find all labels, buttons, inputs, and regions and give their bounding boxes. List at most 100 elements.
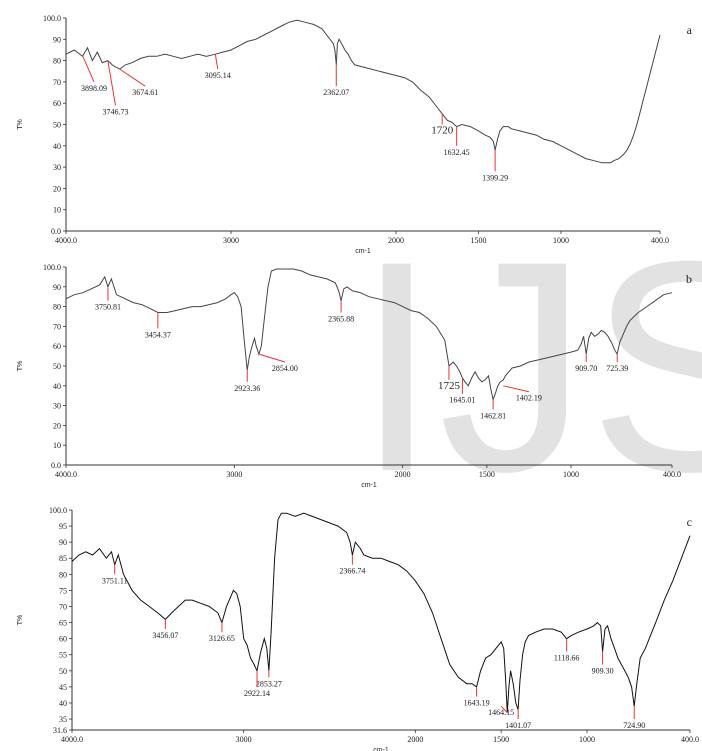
chart-c-peak-label: 1118.66 [554,654,579,663]
chart-a-y-tick-label: 20 [53,184,61,193]
chart-c-peak-label: 724.90 [623,721,645,730]
chart-a-y-tick-label: 100.0 [43,14,61,23]
chart-c-x-tick-label: 1000 [579,735,595,744]
chart-a-peak-marker [119,68,146,87]
chart-a-peak-label: 1399.29 [482,173,508,182]
chart-a-x-tick-label: 4000.0 [55,236,77,245]
chart-a-y-tick-label: 50 [53,121,61,130]
chart-b-spectrum-line [65,268,673,402]
chart-a-y-tick-label: 60 [53,99,61,108]
chart-b-y-tick-label: 100.0 [43,263,61,272]
chart-c-y-tick-label: 50 [59,667,67,676]
chart-a-spectrum-line [65,19,661,164]
chart-c-y-tick-label: 45 [59,683,67,692]
chart-b-peak-label: 909.70 [575,364,597,373]
chart-c-x-tick-label: 2000 [407,735,423,744]
chart-b-y-tick-label: 20 [53,421,61,430]
chart-c-y-tick-label: 60 [59,635,67,644]
chart-a-y-tick-label: 40 [53,142,61,151]
chart-b-peak-marker [503,385,530,393]
chart-a-y-tick-label: 70 [53,78,61,87]
chart-a-peak-label: 1720 [431,125,454,137]
chart-b-peak-label: 2854.00 [272,364,298,373]
chart-c-peak-label: 909.30 [592,666,614,675]
chart-b-peak-label: 2365.88 [328,315,354,324]
chart-b-x-tick-label: 1500 [479,470,495,479]
chart-a-y-tick-label: 0.0 [51,227,61,236]
chart-b-x-tick-label: 4000.0 [55,470,77,479]
chart-b-peak-marker [258,353,285,363]
chart-b-y-tick-label: 40 [53,382,61,391]
chart-b-peak-label: 1645.01 [449,396,475,405]
chart-c-y-tick-label: 75 [59,586,67,595]
chart-c-peak-label: 1643.19 [464,699,490,708]
chart-b-peak-label: 1402.19 [516,394,542,403]
chart-b-panel: 0.0 10 20 30 40 50 60 70 80 90 100.0 4000.0 3000 2000… [17,263,692,489]
chart-a-peak-marker [82,56,95,83]
chart-a-panel-letter: a [687,23,693,37]
chart-a-peak-marker [107,60,116,106]
chart-c-x-axis-title: cm-1 [373,747,389,751]
chart-b-x-tick-label: 3000 [226,470,242,479]
chart-c-peak-label: 3456.07 [152,631,178,640]
chart-a-peak-label: 1632.45 [444,148,470,157]
chart-c-peak-label: 3126.65 [209,634,235,643]
chart-b-y-tick-label: 30 [53,402,61,411]
chart-c-peak-label: 2922.14 [244,689,270,698]
chart-a-peak-label: 3095.14 [205,71,231,80]
chart-a-x-tick-label: 400.0 [651,236,669,245]
chart-a-y-tick-label: 30 [53,163,61,172]
chart-b-peak-label: 1462.81 [480,412,506,421]
chart-b-peak-label: 725.39 [606,364,628,373]
chart-a-y-axis-title: T% [17,119,24,130]
chart-c-peak-marker [500,705,508,713]
chart-b-y-tick-label: 50 [53,362,61,371]
chart-b-y-tick-label: 10 [53,441,61,450]
chart-b-y-tick-label: 90 [53,283,61,292]
chart-c-x-tick-label: 1500 [493,735,509,744]
chart-b-peak-label: 3750.81 [95,303,121,312]
chart-c-y-tick-label: 31.6 [53,726,67,735]
chart-a-panel: 0.0 10 20 30 40 50 60 70 80 90 100.0 4000.0 3000 2000… [17,14,693,255]
chart-b-x-tick-label: 400.0 [663,470,681,479]
chart-c-y-tick-label: 90 [59,538,67,547]
chart-b-y-tick-label: 80 [53,303,61,312]
chart-b-x-axis-title: cm-1 [361,482,377,489]
chart-c-y-tick-label: 85 [59,554,67,563]
chart-a-peak-label: 3674.61 [132,88,158,97]
chart-a-y-tick-label: 90 [53,35,61,44]
chart-a-y-tick-label: 80 [53,57,61,66]
chart-a-peak-marker [214,54,219,70]
chart-b-peak-label: 3454.37 [145,330,171,339]
chart-b-x-tick-label: 1000 [563,470,579,479]
watermark: IJS [355,198,702,534]
chart-c-peak-label: 3751.11 [102,576,128,585]
chart-c-peak-label: 1401.07 [505,721,531,730]
chart-a-x-axis-title: cm-1 [355,248,371,255]
chart-b-peak-label: 1725 [438,380,461,392]
chart-a-x-tick-label: 1500 [471,236,487,245]
chart-c-spectrum-line [71,512,691,713]
chart-b-y-tick-label: 60 [53,342,61,351]
chart-a-x-tick-label: 3000 [223,236,239,245]
chart-b-y-axis-title: T% [17,361,24,372]
chart-c-y-tick-label: 55 [59,651,67,660]
chart-a-y-tick-label: 10 [53,206,61,215]
chart-a-peak-label: 3898.09 [81,84,107,93]
chart-c-y-tick-label: 65 [59,619,67,628]
chart-c-peak-label: 1464.15 [488,708,514,717]
chart-c-panel: 31.6 35 40 45 50 55 60 65 70 75 80 85 90 95 100.0 4000.… [17,506,699,751]
chart-b-y-tick-label: 70 [53,322,61,331]
chart-a-peak-label: 3746.73 [103,107,129,116]
chart-c-panel-letter: c [687,515,692,529]
chart-c-x-tick-label: 4000.0 [61,735,83,744]
chart-c-y-tick-label: 35 [59,715,67,724]
chart-c-y-tick-label: 100.0 [49,506,67,515]
chart-b-peak-label: 2923.36 [234,384,260,393]
chart-c-y-tick-label: 40 [59,699,67,708]
chart-b-x-tick-label: 2000 [395,470,411,479]
chart-a-x-tick-label: 2000 [388,236,404,245]
chart-panels: 0.0 10 20 30 40 50 60 70 80 90 100.0 4000.0 3000 2000… [17,14,699,751]
chart-c-y-tick-label: 70 [59,602,67,611]
